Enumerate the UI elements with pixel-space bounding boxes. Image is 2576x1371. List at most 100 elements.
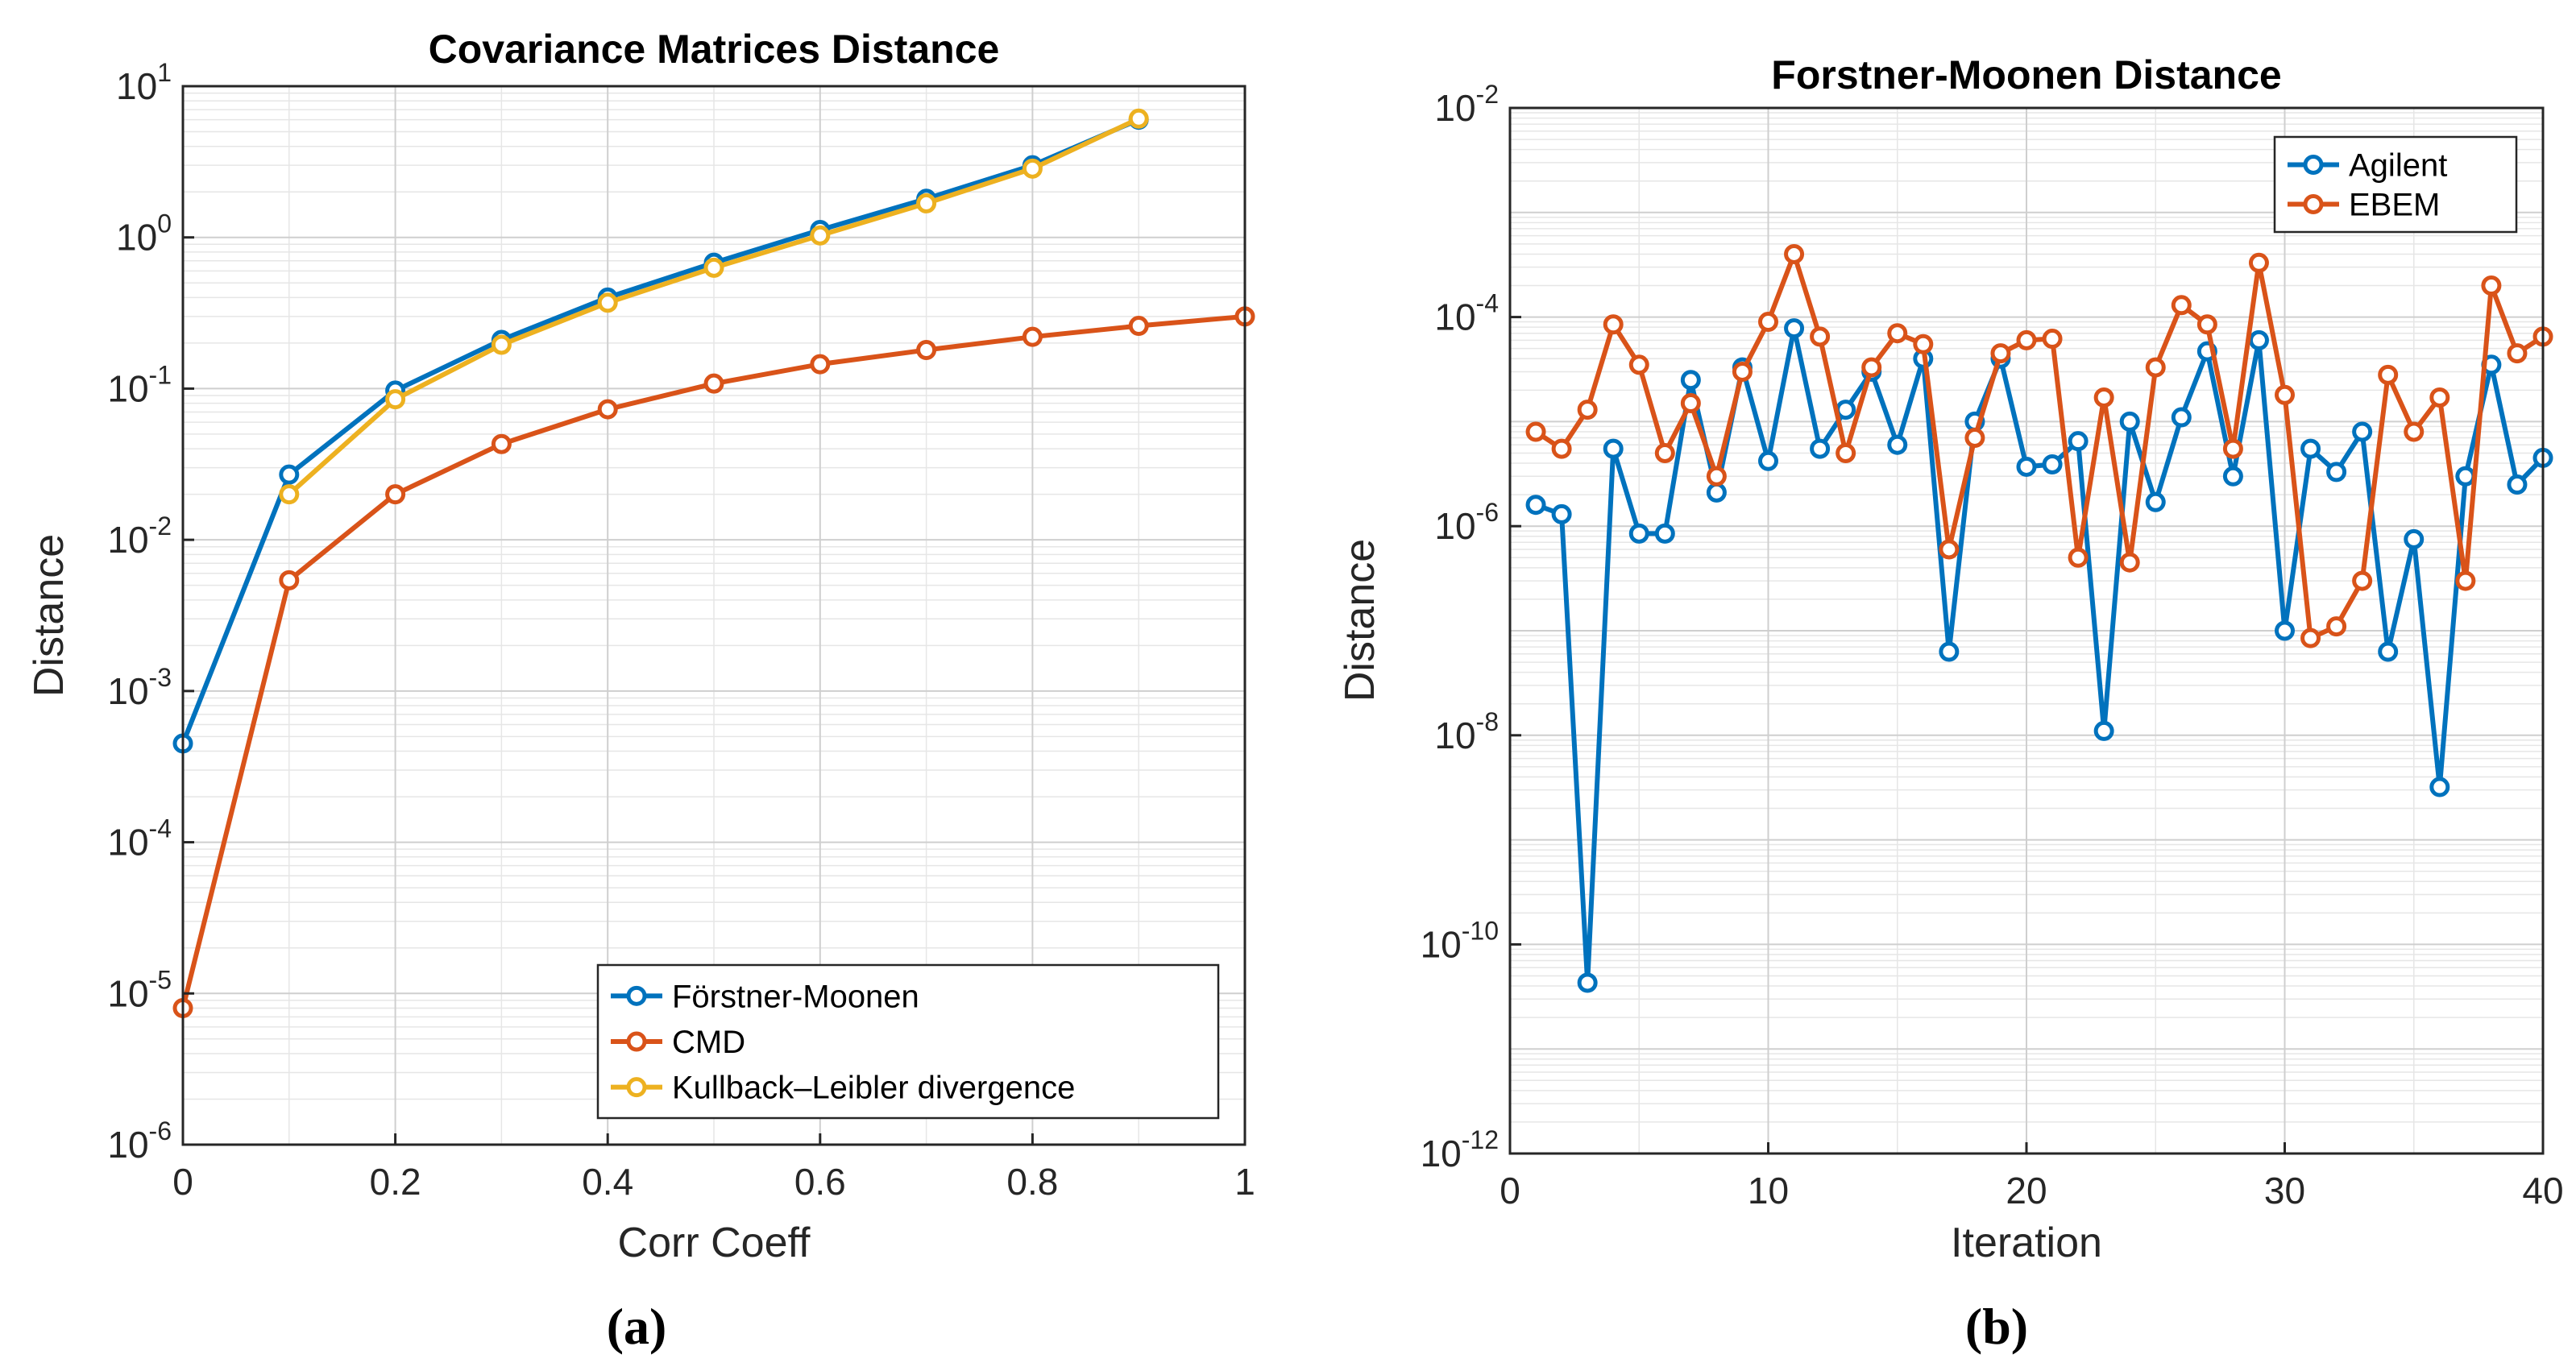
data-point: [2145, 357, 2166, 378]
y-tick-label: 10-4: [107, 814, 172, 864]
legend-b: Agilent EBEM: [2273, 135, 2518, 234]
x-tick-label: 0.2: [370, 1161, 421, 1203]
data-point: [1758, 312, 1778, 333]
data-point: [2455, 466, 2476, 487]
data-point: [2507, 474, 2528, 495]
data-point: [2378, 364, 2399, 385]
data-point: [2352, 421, 2373, 442]
data-point: [2481, 275, 2502, 296]
data-point: [703, 257, 724, 278]
data-point: [810, 225, 831, 246]
data-point: [1525, 495, 1546, 516]
data-point: [1990, 343, 2011, 364]
data-point: [1861, 357, 1882, 378]
data-point: [2042, 329, 2063, 350]
x-axis-label-a: Corr Coeff: [618, 1220, 811, 1266]
data-point: [1784, 243, 1805, 264]
data-point: [1680, 393, 1701, 414]
legend-entry-label: Agilent: [2349, 148, 2447, 184]
data-point: [1577, 972, 1598, 993]
data-point: [2352, 570, 2373, 591]
data-point: [1551, 503, 1572, 524]
x-tick-label: 0: [172, 1161, 193, 1203]
data-point: [1836, 400, 1856, 420]
legend-a: Förstner-Moonen CMD Kullback–Leibler diver…: [596, 963, 1220, 1120]
legend-entry-label: Kullback–Leibler divergence: [672, 1071, 1075, 1106]
x-axis-label-b: Iteration: [1951, 1220, 2102, 1266]
legend-swatch-marker: [626, 1031, 647, 1052]
y-tick-label: 10-10: [1421, 916, 1499, 965]
x-tick-labels-b: 0 10 20 30 40: [1500, 1170, 2563, 1212]
y-axis-label-a: Distance: [26, 534, 73, 697]
data-point: [1939, 539, 1960, 560]
y-tick-label: 10-2: [107, 512, 172, 561]
data-point: [810, 354, 831, 375]
chart-panel-a: 0 0.2 0.4 0.6 0.8 1 10-610-510-410-310-210-11…: [26, 27, 1255, 1355]
y-tick-label: 100: [116, 209, 172, 259]
legend-swatch-marker: [2303, 155, 2324, 175]
series-line: [1534, 251, 2545, 641]
data-point: [1784, 318, 1805, 339]
data-point: [1810, 438, 1831, 459]
legend-entry-label: EBEM: [2349, 188, 2440, 223]
data-point: [2507, 343, 2528, 364]
data-point: [2300, 438, 2321, 459]
x-tick-label: 0.8: [1006, 1161, 1058, 1203]
legend-swatch-marker: [626, 985, 647, 1006]
x-tick-label: 1: [1234, 1161, 1255, 1203]
y-tick-labels-a: 10-6 10-5 10-4 10-3 10-2 10-1 100 101: [107, 58, 194, 1166]
data-point: [2222, 438, 2243, 459]
data-point: [1732, 361, 1753, 382]
data-point: [1810, 326, 1831, 347]
y-tick-label: 101: [116, 58, 172, 107]
data-point: [2378, 641, 2399, 662]
data-point: [279, 484, 300, 505]
data-point: [2171, 295, 2192, 316]
legend-swatch-marker: [2303, 194, 2324, 214]
data-point: [2093, 720, 2114, 741]
y-tick-label: 10-5: [107, 965, 172, 1014]
panel-caption-b: (b): [1965, 1298, 2028, 1355]
series-group-b: [1525, 243, 2553, 993]
x-tick-label: 0: [1500, 1170, 1520, 1212]
data-point: [2068, 547, 2089, 568]
data-point: [2145, 491, 2166, 512]
data-point: [916, 193, 937, 213]
data-point: [279, 570, 300, 590]
data-point: [2429, 387, 2450, 408]
data-point: [1022, 326, 1043, 347]
data-point: [597, 292, 618, 313]
x-tick-label: 20: [2006, 1170, 2047, 1212]
x-tick-label: 0.4: [582, 1161, 633, 1203]
data-point: [1654, 442, 1675, 463]
data-point: [703, 373, 724, 394]
y-tick-labels-b: 10-12 10-10 10-8 10-6 10-4 10-2: [1421, 80, 1521, 1174]
data-point: [2093, 387, 2114, 408]
data-point: [279, 464, 300, 485]
legend-box: [2273, 135, 2518, 234]
data-point: [1758, 450, 1778, 471]
data-point: [2016, 329, 2037, 350]
data-point: [1836, 442, 1856, 463]
data-point: [1887, 323, 1908, 344]
data-point: [2275, 620, 2295, 641]
data-point: [2326, 462, 2347, 483]
data-point: [1525, 421, 1546, 442]
y-tick-label: 10-1: [107, 360, 172, 409]
data-point: [2248, 329, 2269, 350]
data-point: [2404, 421, 2425, 442]
x-tick-labels-a: 0 0.2 0.4 0.6 0.8 1: [172, 1161, 1255, 1203]
data-point: [2455, 570, 2476, 591]
data-point: [597, 399, 618, 420]
data-point: [2016, 456, 2037, 477]
data-point: [1628, 523, 1649, 544]
chart-title-a: Covariance Matrices Distance: [429, 27, 1000, 72]
data-point: [2248, 252, 2269, 273]
data-point: [1603, 314, 1624, 335]
y-tick-label: 10-3: [107, 663, 172, 712]
data-point: [2275, 384, 2295, 405]
legend-swatch-marker: [626, 1077, 647, 1098]
axes-frame-b: [1508, 106, 2545, 1155]
data-point: [1628, 354, 1649, 375]
